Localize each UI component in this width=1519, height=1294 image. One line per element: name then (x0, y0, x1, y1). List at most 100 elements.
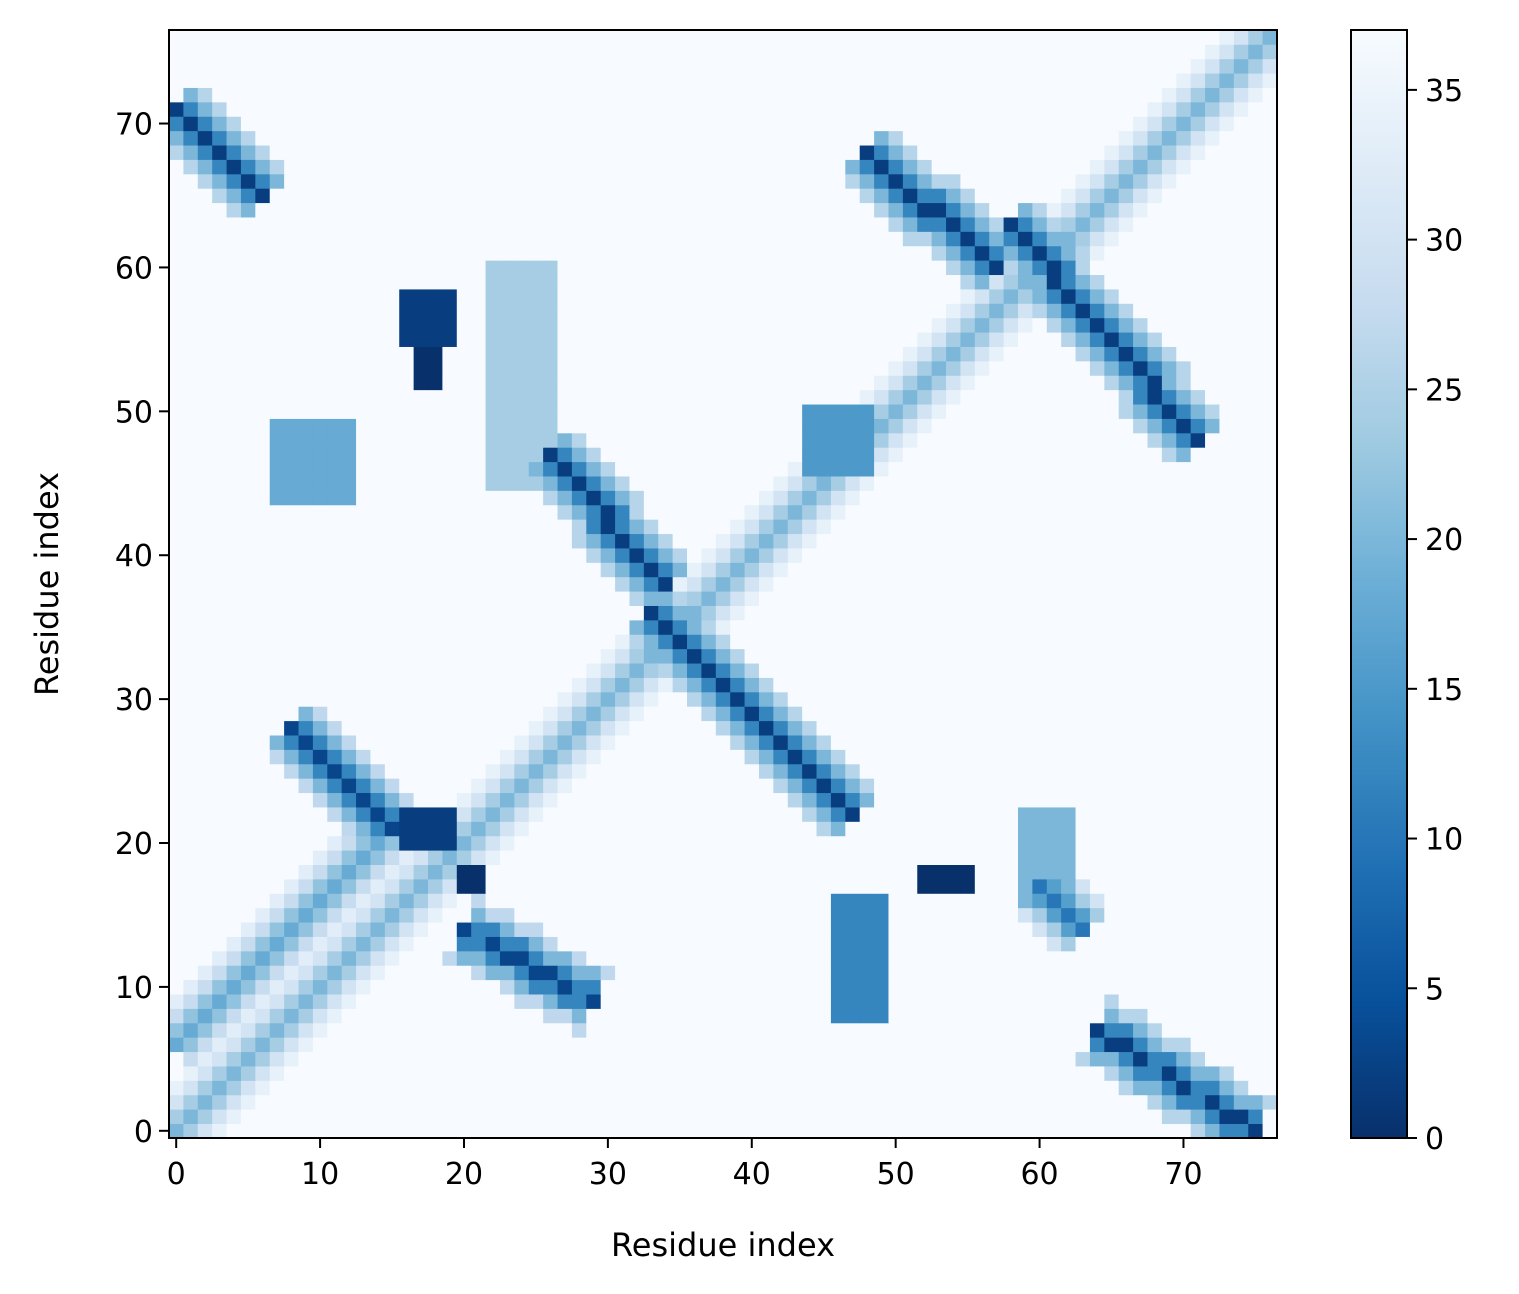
heatmap-cell (399, 303, 415, 319)
heatmap-cell (255, 533, 271, 549)
heatmap-cell (1219, 461, 1235, 477)
heatmap-cell (960, 260, 976, 276)
heatmap-cell (312, 591, 328, 606)
heatmap-cell (312, 634, 328, 650)
heatmap-cell (859, 763, 875, 779)
heatmap-cell (701, 821, 717, 837)
heatmap-cell (744, 404, 760, 419)
heatmap-cell (859, 360, 875, 376)
heatmap-cell (586, 979, 602, 995)
heatmap-cell (1248, 303, 1264, 319)
heatmap-cell (255, 605, 271, 621)
heatmap-cell (399, 893, 415, 909)
heatmap-cell (499, 303, 515, 319)
heatmap-cell (442, 317, 458, 333)
heatmap-cell (212, 720, 227, 736)
heatmap-cell (197, 360, 213, 376)
heatmap-cell (902, 778, 918, 794)
heatmap-cell (169, 245, 184, 261)
heatmap-cell (1003, 389, 1019, 405)
heatmap-cell (442, 533, 458, 549)
heatmap-cell (284, 878, 299, 894)
heatmap-cell (1032, 476, 1048, 491)
heatmap-cell (269, 217, 285, 232)
heatmap-cell (758, 1066, 774, 1081)
heatmap-cell (830, 749, 846, 765)
heatmap-cell (802, 950, 817, 966)
heatmap-cell (672, 404, 688, 419)
heatmap-cell (269, 807, 285, 822)
heatmap-cell (715, 418, 731, 434)
heatmap-cell (1104, 231, 1120, 247)
heatmap-cell (1046, 619, 1062, 635)
heatmap-cell (269, 231, 285, 247)
heatmap-cell (240, 1037, 256, 1053)
heatmap-cell (1161, 763, 1177, 779)
heatmap-cell (212, 821, 227, 837)
heatmap-cell (442, 950, 458, 966)
heatmap-cell (240, 346, 256, 362)
heatmap-cell (356, 1066, 371, 1081)
heatmap-cell (917, 461, 933, 477)
heatmap-cell (571, 1022, 587, 1038)
heatmap-cell (629, 576, 645, 592)
heatmap-cell (571, 994, 587, 1009)
heatmap-cell (327, 807, 343, 822)
heatmap-cell (1205, 663, 1220, 678)
heatmap-cell (571, 792, 587, 808)
heatmap-cell (1161, 1037, 1177, 1053)
heatmap-cell (989, 1051, 1004, 1067)
heatmap-cell (1061, 533, 1076, 549)
heatmap-cell (528, 231, 544, 247)
heatmap-cell (1046, 807, 1062, 822)
heatmap-cell (672, 562, 688, 578)
heatmap-cell (1262, 677, 1278, 693)
heatmap-cell (169, 878, 184, 894)
heatmap-cell (255, 950, 271, 966)
heatmap-cell (946, 389, 961, 405)
heatmap-cell (356, 461, 371, 477)
heatmap-cell (298, 778, 314, 794)
heatmap-cell (183, 677, 199, 693)
heatmap-cell (658, 878, 674, 894)
heatmap-cell (989, 792, 1004, 808)
heatmap-cell (212, 548, 227, 563)
heatmap-cell (456, 548, 472, 563)
heatmap-cell (1061, 360, 1076, 376)
heatmap-cell (946, 591, 961, 606)
heatmap-cell (413, 1008, 429, 1024)
heatmap-cell (1233, 245, 1249, 261)
heatmap-cell (1017, 389, 1033, 405)
heatmap-cell (384, 778, 400, 794)
heatmap-cell (1104, 533, 1120, 549)
heatmap-cell (1205, 821, 1220, 837)
heatmap-cell (1133, 1051, 1148, 1067)
heatmap-cell (1061, 821, 1076, 837)
heatmap-cell (370, 289, 386, 304)
heatmap-cell (816, 965, 832, 981)
heatmap-cell (428, 576, 443, 592)
heatmap-cell (442, 432, 458, 448)
heatmap-cell (960, 1051, 976, 1067)
heatmap-cell (471, 562, 486, 578)
heatmap-cell (658, 893, 674, 909)
heatmap-cell (643, 835, 659, 851)
heatmap-cell (240, 1094, 256, 1110)
heatmap-cell (1233, 360, 1249, 376)
heatmap-cell (917, 735, 933, 750)
heatmap-cell (974, 461, 990, 477)
heatmap-cell (845, 245, 861, 261)
heatmap-cell (600, 605, 616, 621)
heatmap-cell (830, 217, 846, 232)
heatmap-cell (255, 720, 271, 736)
heatmap-cell (773, 1080, 789, 1096)
heatmap-cell (974, 821, 990, 837)
heatmap-cell (197, 476, 213, 491)
heatmap-cell (974, 1109, 990, 1125)
heatmap-cell (1233, 1051, 1249, 1067)
heatmap-cell (169, 735, 184, 750)
heatmap-cell (1118, 893, 1134, 909)
heatmap-cell (399, 792, 415, 808)
heatmap-cell (902, 691, 918, 707)
heatmap-cell (471, 907, 486, 923)
